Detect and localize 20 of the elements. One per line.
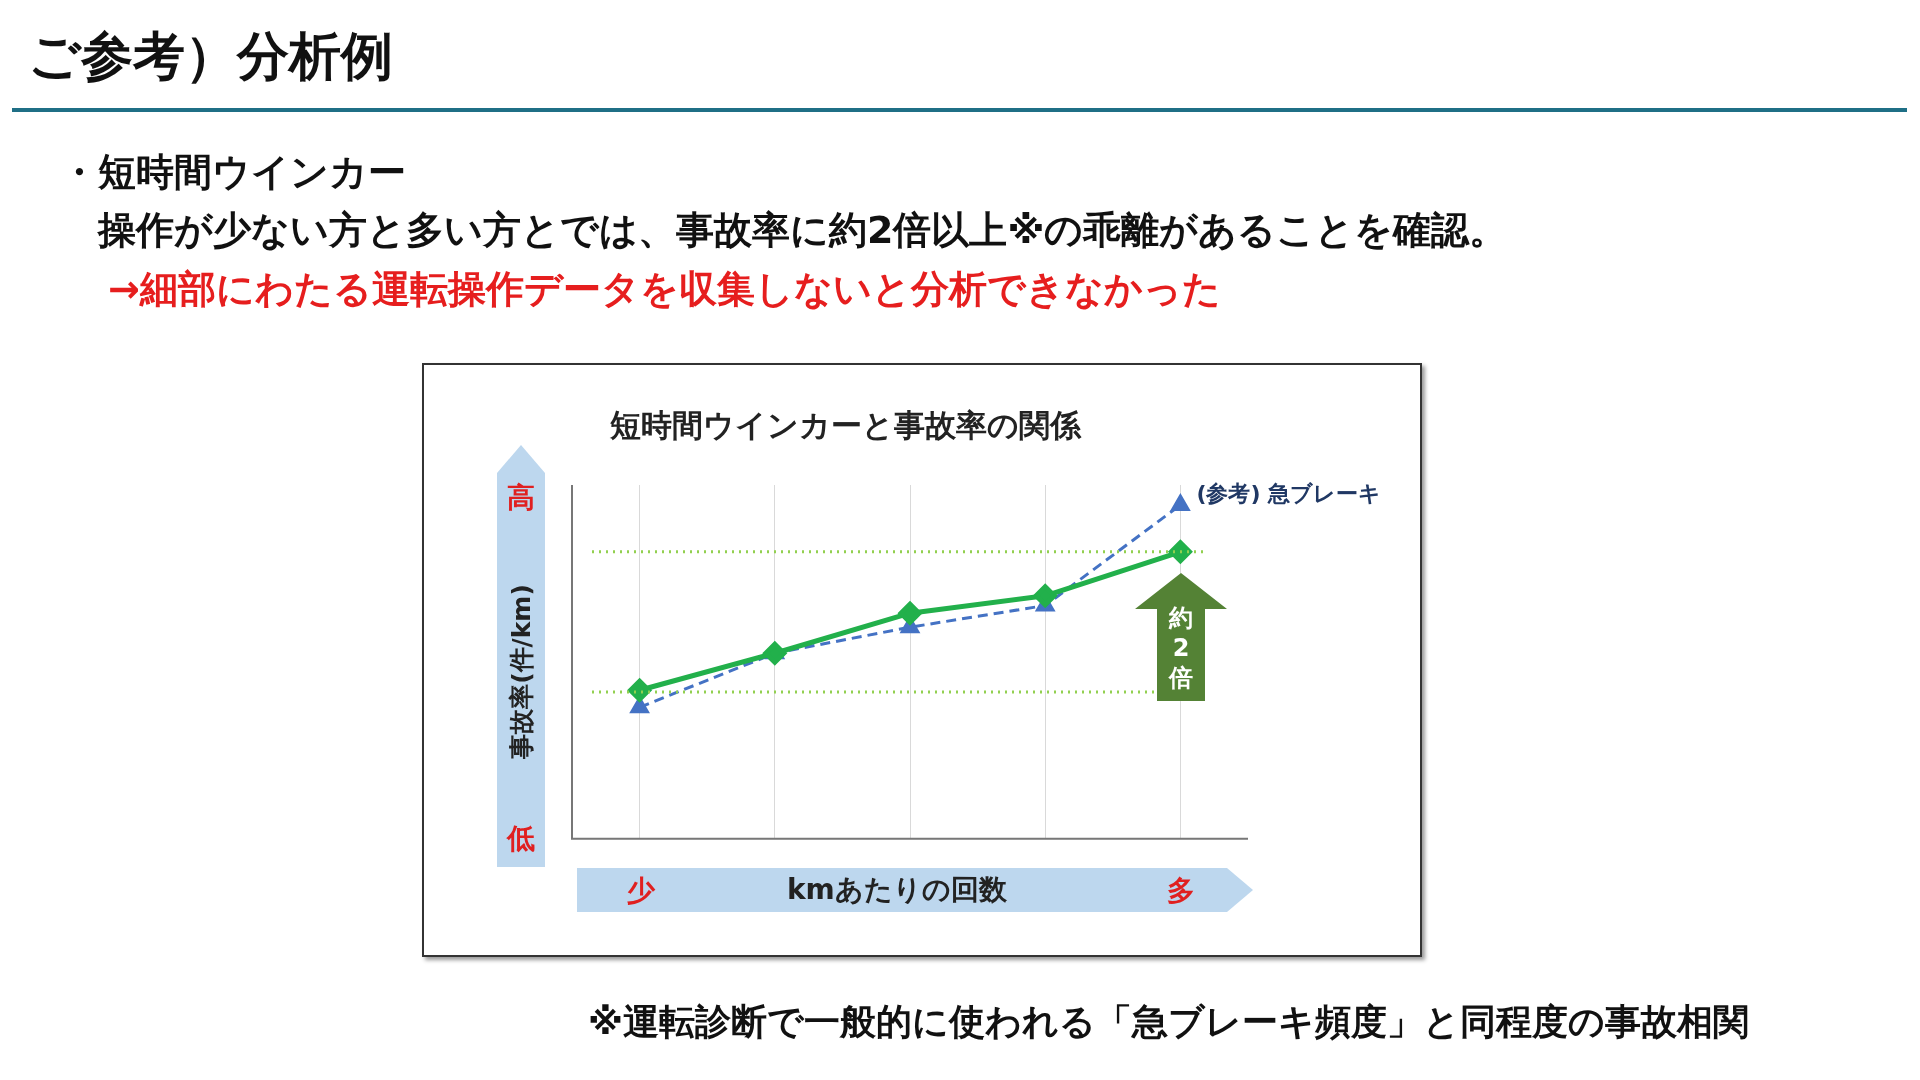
- annotation: 約2倍: [1167, 603, 1194, 693]
- text: 多: [1167, 873, 1195, 909]
- point: [898, 601, 922, 625]
- chart-title: ご参考）分析例: [28, 25, 393, 88]
- text: 操作が少ない方と多い方とでは、事故率に約2倍以上※の乖離があることを確認。: [98, 207, 1508, 254]
- point: [1171, 494, 1190, 512]
- text: ・短時間ウインカー: [60, 149, 406, 196]
- text: 少: [627, 873, 655, 909]
- chart-subtitle: 短時間ウインカーと事故率の関係: [610, 406, 1081, 445]
- series-label: (参考) 急ブレーキ: [1196, 480, 1382, 506]
- text: 高: [507, 480, 535, 516]
- text: ※運転診断で一般的に使われる「急ブレーキ頻度」と同程度の事故相関: [588, 1000, 1749, 1044]
- text: →細部にわたる運転操作データを収集しないと分析できなかった: [108, 266, 1221, 313]
- x-axis-title: kmあたりの回数: [787, 872, 1007, 908]
- point: [1168, 540, 1192, 564]
- point: [1033, 584, 1057, 608]
- point: [628, 678, 652, 702]
- text: 低: [507, 821, 535, 857]
- y-axis-title: 事故率(件/km): [505, 583, 537, 761]
- point: [763, 641, 787, 665]
